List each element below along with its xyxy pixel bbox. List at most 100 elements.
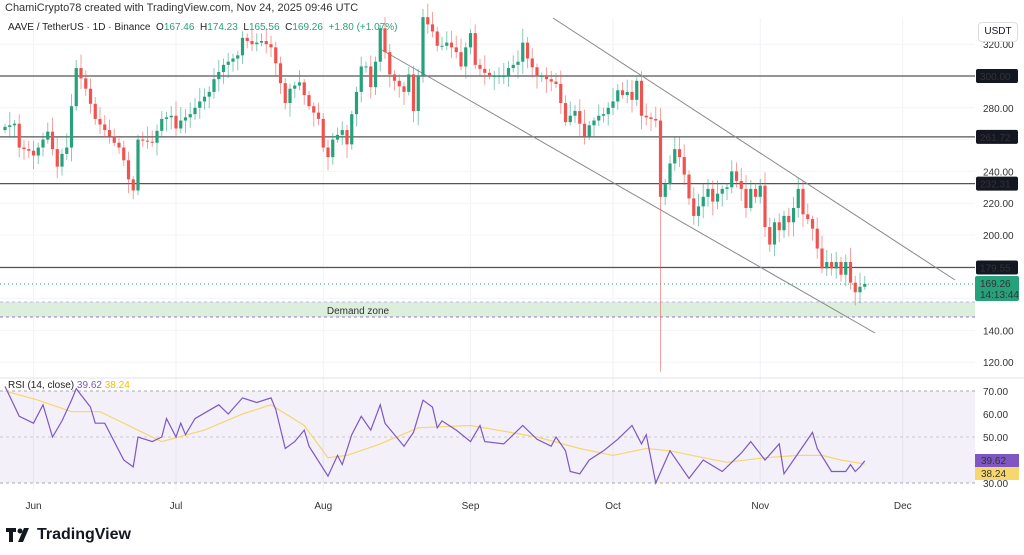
candle-up [772, 222, 777, 245]
candle-up [701, 196, 705, 207]
candle-down [815, 228, 819, 249]
candle-down [525, 42, 530, 59]
candle-up [183, 117, 188, 121]
low-value: 165.56 [248, 22, 280, 33]
candle-down [27, 149, 31, 151]
level-label-bg [976, 176, 1018, 191]
currency-button[interactable]: USDT [978, 22, 1018, 42]
candle-up [844, 262, 848, 275]
rsi-ma-value-label: 38.24 [975, 467, 1019, 480]
candle-down [369, 66, 373, 88]
candle-up [663, 184, 667, 197]
candle-down [810, 219, 815, 229]
rsi-legend: RSI (14, close) 39.62 38.24 [8, 380, 130, 391]
candle-down [473, 33, 477, 65]
candle-up [74, 68, 78, 107]
candle-down [744, 188, 748, 208]
candle-down [483, 68, 487, 73]
candle-down [426, 17, 430, 25]
candle-up [217, 72, 221, 80]
candle-down [677, 149, 682, 158]
demand-zone-label: Demand zone [327, 306, 390, 317]
tradingview-logo[interactable]: TradingView [6, 526, 131, 544]
rsi-value-label: 39.62 [975, 454, 1019, 467]
candle-down [345, 130, 349, 145]
svg-text:39.62: 39.62 [981, 456, 1006, 467]
price-tick: 120.00 [983, 358, 1014, 369]
candle-down [283, 83, 287, 104]
candle-down [692, 198, 696, 216]
candle-up [179, 120, 183, 129]
candle-down [93, 103, 97, 119]
candle-down [411, 74, 416, 111]
close-value: 169.26 [292, 22, 323, 33]
candle-up [364, 66, 368, 68]
high-value: 174.23 [207, 22, 238, 33]
candle-up [725, 187, 729, 189]
candle-up [616, 90, 620, 102]
candle-down [388, 52, 392, 75]
candle-up [416, 76, 420, 111]
candle-down [644, 115, 648, 118]
candle-up [497, 76, 501, 77]
candle-up [378, 28, 382, 62]
candle-up [597, 115, 601, 121]
channel-upper-line[interactable] [552, 17, 956, 281]
candle-down [150, 141, 154, 143]
candle-down [563, 103, 568, 123]
candle-up [834, 262, 838, 269]
candle-up [706, 188, 710, 197]
candle-up [696, 206, 701, 216]
candle-down [478, 64, 482, 69]
candle-up [758, 185, 762, 197]
level-label: 261.72 [980, 133, 1011, 144]
candle-down [107, 130, 112, 137]
candle-down [787, 215, 791, 223]
candle-up [155, 130, 159, 143]
change-value: +1.80 (+1.07%) [328, 22, 398, 33]
candle-down [264, 41, 268, 45]
time-tick: Jul [170, 501, 183, 512]
candle-down [88, 88, 93, 104]
candle-up [359, 66, 363, 92]
rsi-axis: 70.00 60.00 50.00 30.00 [983, 387, 1008, 490]
candle-down [820, 248, 824, 269]
candle-up [188, 114, 192, 118]
candle-up [464, 47, 468, 67]
price-tick: 320.00 [983, 40, 1014, 51]
candle-down [17, 123, 21, 148]
rsi-line [4, 386, 866, 485]
level-label: 300.00 [980, 72, 1011, 83]
candle-up [573, 110, 577, 116]
candle-up [226, 61, 230, 65]
price-tick: 280.00 [983, 104, 1014, 115]
candle-up [668, 163, 672, 185]
candle-up [288, 88, 292, 104]
horizontal-levels: 300.00 261.72 232.31 179.55 [0, 69, 1018, 275]
candle-up [373, 61, 378, 88]
candle-up [335, 134, 340, 140]
demand-zone[interactable] [0, 302, 975, 317]
candle-up [340, 130, 344, 135]
candle-down [269, 44, 273, 48]
chart-credit: ChamiCrypto78 created with TradingView.c… [5, 2, 359, 14]
candle-up [236, 55, 240, 59]
candle-down [84, 78, 88, 89]
candle-down [739, 180, 743, 189]
level-label-bg [976, 260, 1018, 275]
candle-up [169, 115, 173, 118]
candle-down [777, 222, 781, 231]
candle-up [791, 207, 796, 223]
candle-down [174, 115, 178, 129]
price-axis: 320.00 280.00 240.00 220.00 200.00 140.00 120.… [983, 40, 1014, 369]
candle-up [782, 215, 786, 231]
candle-down [392, 74, 397, 81]
candle-up [611, 101, 615, 108]
channel-lower-line[interactable] [381, 49, 876, 334]
candle-down [487, 72, 492, 76]
level-label-bg [976, 69, 1018, 83]
candle-up [506, 68, 511, 76]
candle-down [763, 185, 767, 228]
svg-text:38.24: 38.24 [981, 469, 1006, 480]
